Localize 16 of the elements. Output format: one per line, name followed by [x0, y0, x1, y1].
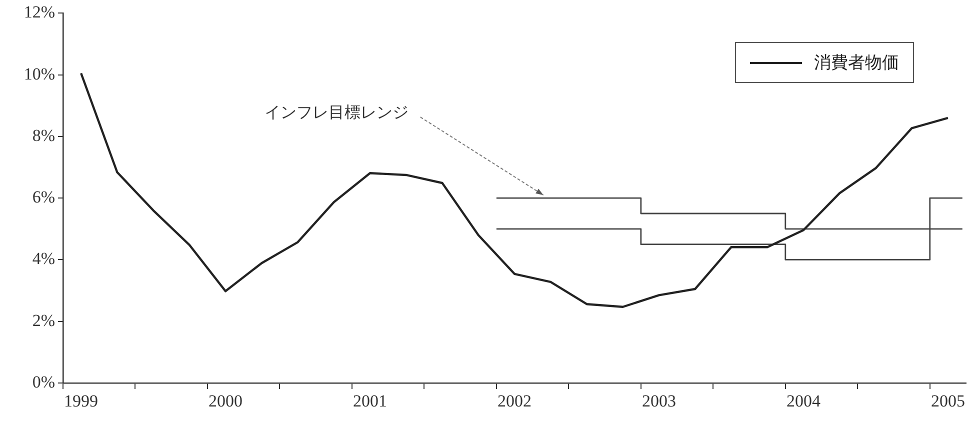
x-tick-label: 2004 [786, 392, 821, 411]
x-tick-label: 1999 [64, 392, 98, 411]
y-tick-label: 2% [32, 310, 55, 330]
y-tick-label: 12% [24, 2, 55, 22]
x-tick-label: 2000 [208, 392, 243, 411]
y-tick-label: 0% [32, 372, 55, 392]
x-tick-label: 2005 [930, 392, 965, 411]
x-tick-label: 2001 [353, 392, 388, 411]
y-tick-label: 6% [32, 188, 55, 207]
y-tick-label: 8% [32, 126, 55, 145]
y-tick-label: 4% [32, 249, 55, 268]
y-tick-label: 10% [24, 64, 55, 84]
annotation: インフレ目標レンジ [264, 103, 408, 122]
x-tick-label: 2003 [642, 392, 676, 411]
x-tick-label: 2002 [498, 392, 532, 411]
legend-label: 消費者物価 [814, 52, 899, 74]
